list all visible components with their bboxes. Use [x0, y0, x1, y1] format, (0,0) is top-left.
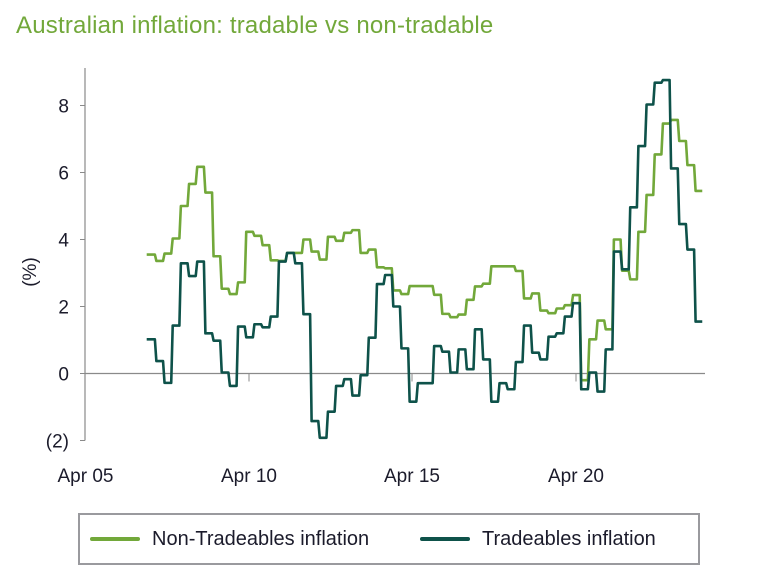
y-tick-label: 2 — [58, 298, 69, 319]
y-axis-label: (%) — [20, 257, 41, 287]
y-tick-label: (2) — [46, 432, 69, 453]
x-tick-label: Apr 10 — [221, 466, 277, 487]
series-line-non-tradeables — [146, 118, 703, 382]
legend-label-non-tradeables: Non-Tradeables inflation — [152, 527, 370, 550]
legend-swatch-non-tradeables — [90, 537, 140, 541]
legend-swatch-tradeables — [420, 537, 470, 541]
legend-label-tradeables: Tradeables inflation — [482, 527, 656, 550]
y-tick-label: 8 — [58, 97, 69, 118]
axes: 8 6 4 2 0 (2) Apr 05 Apr 10 Apr 15 Apr 20 — [46, 68, 705, 487]
y-tick-label: 6 — [58, 164, 69, 185]
series-lines — [146, 78, 703, 440]
y-tick-label: 0 — [58, 365, 69, 386]
legend: Non-Tradeables inflation Tradeables infl… — [78, 513, 700, 565]
x-tick-label: Apr 05 — [58, 466, 114, 487]
x-tick-label: Apr 20 — [548, 466, 604, 487]
series-line-tradeables — [146, 78, 703, 440]
legend-item-non-tradeables: Non-Tradeables inflation — [90, 515, 369, 563]
legend-item-tradeables: Tradeables inflation — [420, 515, 656, 563]
x-tick-label: Apr 15 — [384, 466, 440, 487]
y-tick-label: 4 — [58, 231, 69, 252]
chart-title: Australian inflation: tradable vs non-tr… — [16, 12, 494, 39]
